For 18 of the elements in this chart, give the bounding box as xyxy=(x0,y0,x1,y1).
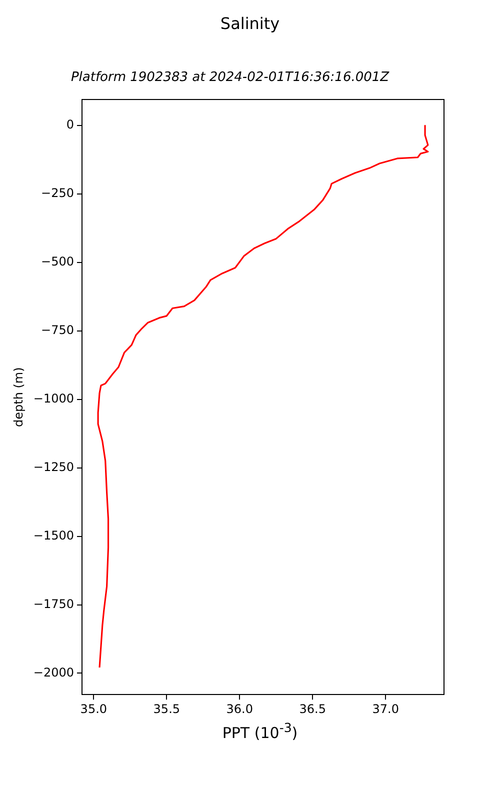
y-tick-label: −250 xyxy=(41,186,74,200)
chart-title: Salinity xyxy=(219,13,281,35)
y-tick-label: −1250 xyxy=(33,460,74,474)
y-tick-label: −1500 xyxy=(33,528,74,542)
x-tick-label: 36.0 xyxy=(226,702,253,716)
x-axis-title: PPT (10$^{-3}$) xyxy=(221,720,299,742)
y-tick-label: 0 xyxy=(66,118,74,132)
y-tick-label: −500 xyxy=(41,254,74,269)
y-tick-label: −1750 xyxy=(33,596,74,611)
y-tick-label: −1000 xyxy=(33,392,74,406)
x-tick-label: 37.0 xyxy=(372,702,399,716)
x-tick-label: 35.0 xyxy=(80,702,108,716)
x-tick-label: 36.5 xyxy=(299,702,326,716)
y-tick-label: −2000 xyxy=(33,665,74,680)
chart-subtitle: Platform 1902383 at 2024-02-01T16:36:16.001Z xyxy=(70,70,390,86)
x-tick-label: 35.5 xyxy=(153,702,180,716)
y-tick-label: −750 xyxy=(41,323,74,338)
y-axis-title: depth (m) xyxy=(11,367,26,427)
